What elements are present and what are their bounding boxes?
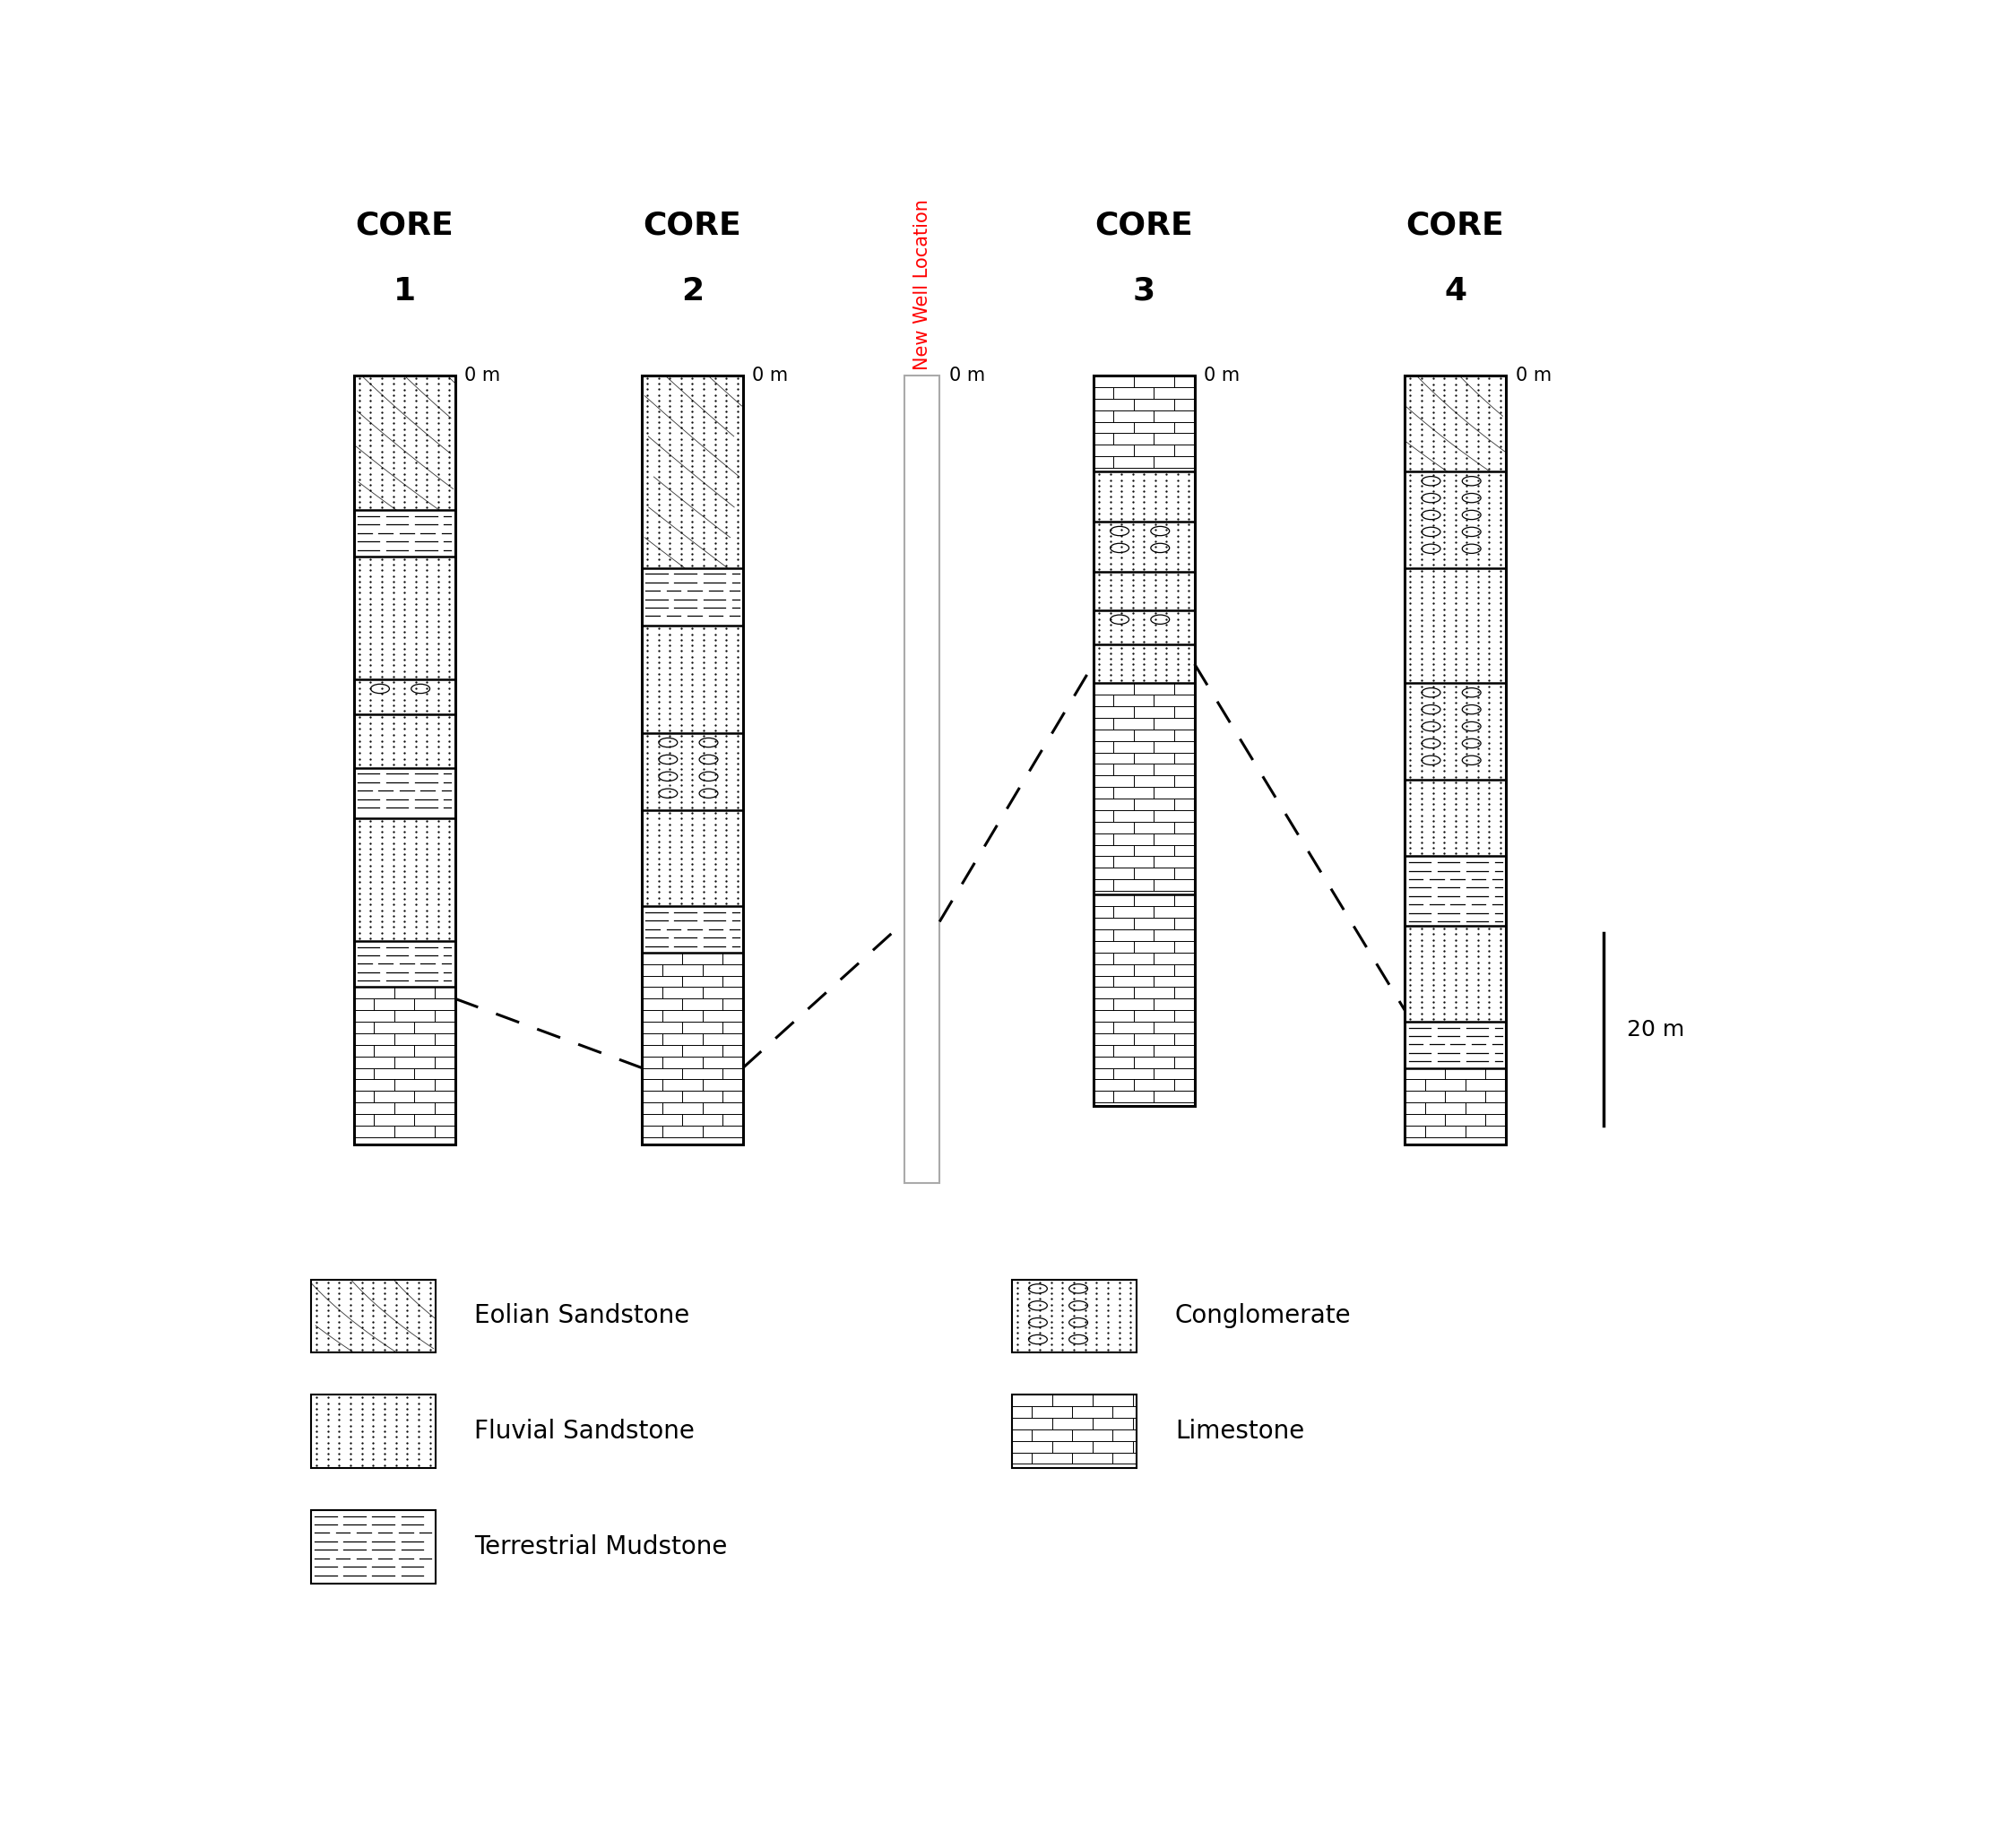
- Text: Conglomerate: Conglomerate: [1175, 1303, 1351, 1329]
- Text: CORE: CORE: [642, 211, 742, 240]
- Text: 4: 4: [1444, 275, 1466, 307]
- Bar: [1012, 1395, 1136, 1467]
- Text: 0 m: 0 m: [949, 366, 985, 384]
- Bar: [1404, 375, 1506, 471]
- Bar: [310, 1279, 436, 1353]
- Bar: [310, 1395, 436, 1467]
- Bar: [642, 375, 744, 1144]
- Bar: [1404, 926, 1506, 1022]
- Text: CORE: CORE: [356, 211, 453, 240]
- Bar: [1404, 375, 1506, 1144]
- Bar: [642, 375, 744, 567]
- Bar: [310, 1510, 436, 1584]
- Bar: [1404, 780, 1506, 856]
- Bar: [354, 556, 455, 680]
- Bar: [354, 680, 455, 713]
- Text: 0 m: 0 m: [752, 366, 788, 384]
- Bar: [354, 819, 455, 941]
- Text: 0 m: 0 m: [463, 366, 501, 384]
- Bar: [1012, 1395, 1136, 1467]
- Bar: [642, 567, 744, 626]
- Text: 20 m: 20 m: [1627, 1018, 1685, 1040]
- Text: 1: 1: [394, 275, 416, 307]
- Text: 0 m: 0 m: [1516, 366, 1551, 384]
- Bar: [1094, 894, 1195, 1107]
- Bar: [642, 809, 744, 906]
- Bar: [310, 1279, 436, 1353]
- Text: CORE: CORE: [1094, 211, 1193, 240]
- Bar: [642, 626, 744, 734]
- Text: Fluvial Sandstone: Fluvial Sandstone: [475, 1419, 694, 1443]
- Text: 2: 2: [680, 275, 704, 307]
- Bar: [1094, 645, 1195, 684]
- Bar: [354, 713, 455, 769]
- Bar: [1404, 1022, 1506, 1068]
- Text: Eolian Sandstone: Eolian Sandstone: [475, 1303, 690, 1329]
- Bar: [1094, 610, 1195, 645]
- Bar: [354, 941, 455, 987]
- Bar: [354, 375, 455, 510]
- Bar: [1094, 571, 1195, 610]
- Text: Terrestrial Mudstone: Terrestrial Mudstone: [475, 1534, 728, 1560]
- Bar: [1094, 521, 1195, 571]
- Bar: [1404, 567, 1506, 684]
- Bar: [642, 906, 744, 952]
- Bar: [642, 734, 744, 809]
- Bar: [310, 1510, 436, 1584]
- Bar: [310, 1395, 436, 1467]
- Bar: [1094, 684, 1195, 894]
- Text: 3: 3: [1132, 275, 1156, 307]
- Text: New Well Location: New Well Location: [913, 200, 931, 370]
- Bar: [1012, 1279, 1136, 1353]
- Text: Limestone: Limestone: [1175, 1419, 1305, 1443]
- Bar: [354, 769, 455, 819]
- Bar: [1012, 1279, 1136, 1353]
- Bar: [1094, 375, 1195, 471]
- Bar: [1404, 856, 1506, 926]
- Bar: [1404, 684, 1506, 780]
- Bar: [354, 375, 455, 1144]
- Bar: [1404, 471, 1506, 567]
- Bar: [354, 510, 455, 556]
- Bar: [354, 987, 455, 1144]
- Text: 0 m: 0 m: [1203, 366, 1239, 384]
- Text: CORE: CORE: [1406, 211, 1504, 240]
- Bar: [905, 375, 939, 1183]
- Bar: [1094, 471, 1195, 521]
- Bar: [642, 952, 744, 1144]
- Bar: [1094, 375, 1195, 1107]
- Bar: [1404, 1068, 1506, 1144]
